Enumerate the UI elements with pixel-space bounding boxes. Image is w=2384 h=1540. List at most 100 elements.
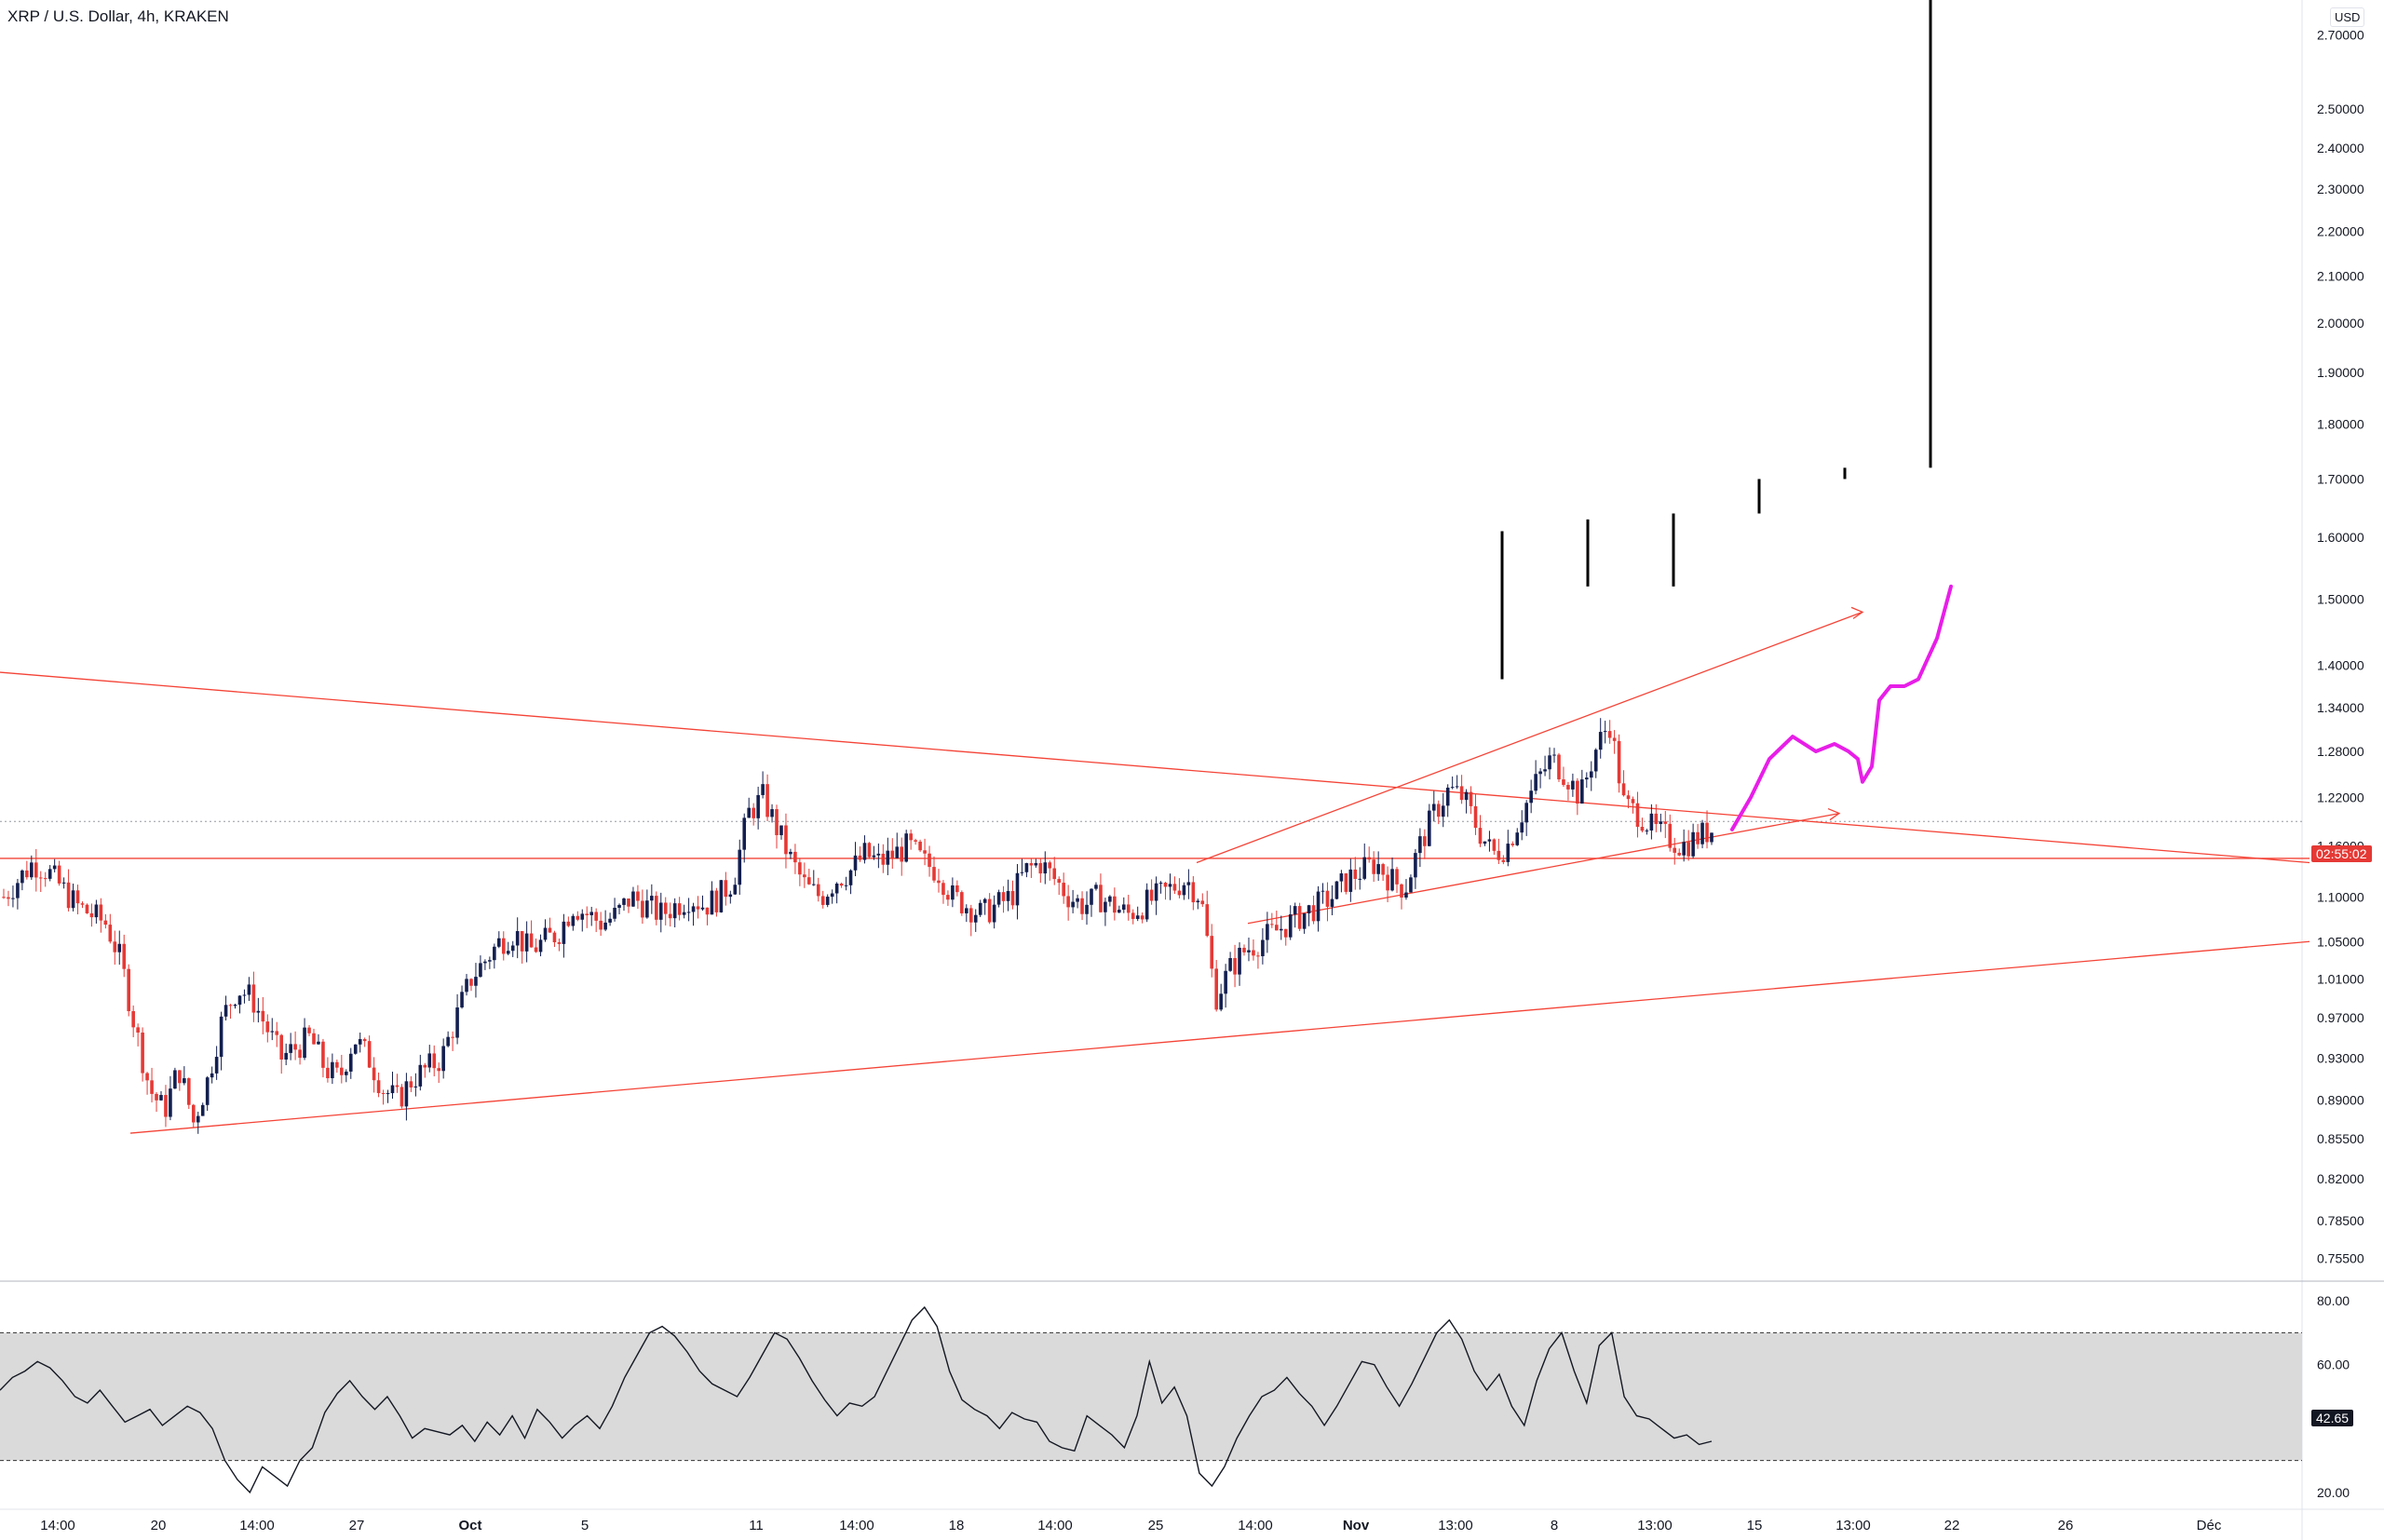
candle-body [973,914,978,923]
candle-body [557,941,562,944]
candle-body [617,904,621,908]
candles-layer [2,718,1714,1134]
candle-body [1191,882,1196,903]
price-tick-label: 1.01000 [2317,971,2364,986]
currency-label[interactable]: USD [2330,7,2365,27]
candle-body [400,1087,404,1107]
candle-body [1705,822,1709,843]
candle-body [344,1071,348,1075]
rsi-tick-label: 80.00 [2317,1293,2350,1308]
candle-body [441,1046,445,1072]
price-tick-label: 0.78500 [2317,1213,2364,1228]
candle-body [765,784,769,817]
candle-body [1247,950,1251,952]
candle-body [1607,731,1612,738]
projection-path [1730,584,1953,831]
candle-body [1015,872,1020,906]
candle-body [1024,863,1029,872]
candle-body [1339,873,1344,882]
candle-body [488,960,492,962]
candle-body [1145,889,1149,920]
trend-line [1247,812,1840,925]
candle-body [668,913,672,919]
candle-body [1700,822,1704,844]
price-tick-label: 0.93000 [2317,1050,2364,1065]
candle-body [493,946,496,961]
candle-body [469,979,473,986]
time-tick-label: 8 [1551,1518,1558,1533]
candle-body [918,841,922,851]
candle-body [117,943,122,952]
time-tick-label: Oct [458,1518,481,1533]
candle-body [404,1081,409,1107]
price-tick-label: 2.20000 [2317,224,2364,239]
candle-body [289,1044,292,1053]
candle-body [1010,891,1015,906]
candle-body [1473,805,1478,829]
rsi-panel [0,1305,2302,1494]
candle-body [1121,904,1126,911]
candle-body [900,846,904,862]
candle-body [340,1067,344,1075]
candle-body [446,1036,450,1047]
candle-body [465,979,468,993]
candle-body [1483,841,1487,844]
price-tick-label: 0.82000 [2317,1171,2364,1186]
candle-body [923,850,927,854]
price-tick-label: 2.10000 [2317,269,2364,284]
candle-body [1358,878,1362,880]
candle-body [1576,780,1579,804]
candle-body [89,912,94,918]
time-tick-label: 5 [581,1518,589,1533]
candle-body [261,1010,265,1022]
candle-body [510,945,515,952]
candle-body [1404,892,1408,898]
candle-body [270,1031,275,1033]
candle-body [589,912,594,915]
candle-body [1275,925,1279,931]
candle-body [645,900,649,918]
candle-body [1501,859,1506,862]
candle-body [1659,821,1663,824]
candle-body [775,809,779,835]
candle-body [1534,774,1537,791]
candle-body [1538,771,1542,775]
candle-body [362,1039,367,1042]
candle-body [1233,957,1237,975]
candle-body [127,968,130,1011]
rsi-tick-label: 60.00 [2317,1358,2350,1372]
candle-body [1279,928,1283,931]
candle-body [381,1093,386,1095]
candle-body [909,833,913,841]
candle-body [1617,740,1621,784]
candle-body [876,853,881,856]
candle-body [131,1010,135,1028]
candle-body [1445,787,1450,806]
candle-body [1140,915,1145,920]
candle-body [853,855,858,871]
candle-body [331,1061,334,1079]
candle-body [1330,898,1334,907]
candle-body [1266,924,1269,940]
time-tick-label: 22 [1944,1518,1960,1533]
candle-body [1682,842,1686,856]
candle-body [307,1027,311,1033]
candle-body [1158,882,1163,884]
candle-body [1001,892,1006,901]
candle-body [303,1027,306,1059]
price-tick-label: 0.85500 [2317,1131,2364,1146]
price-tick-label: 1.05000 [2317,934,2364,949]
candle-body [1034,862,1038,866]
candle-body [386,1093,390,1095]
candle-body [608,918,612,923]
candle-body [1118,910,1121,913]
candle-body [803,874,806,878]
candle-body [1492,839,1497,851]
candle-body [784,825,788,855]
target-bars-layer [1500,0,1932,680]
candle-body [733,885,738,895]
price-tick-label: 0.89000 [2317,1093,2364,1108]
time-tick-label: Nov [1343,1518,1370,1533]
candle-body [742,817,747,850]
